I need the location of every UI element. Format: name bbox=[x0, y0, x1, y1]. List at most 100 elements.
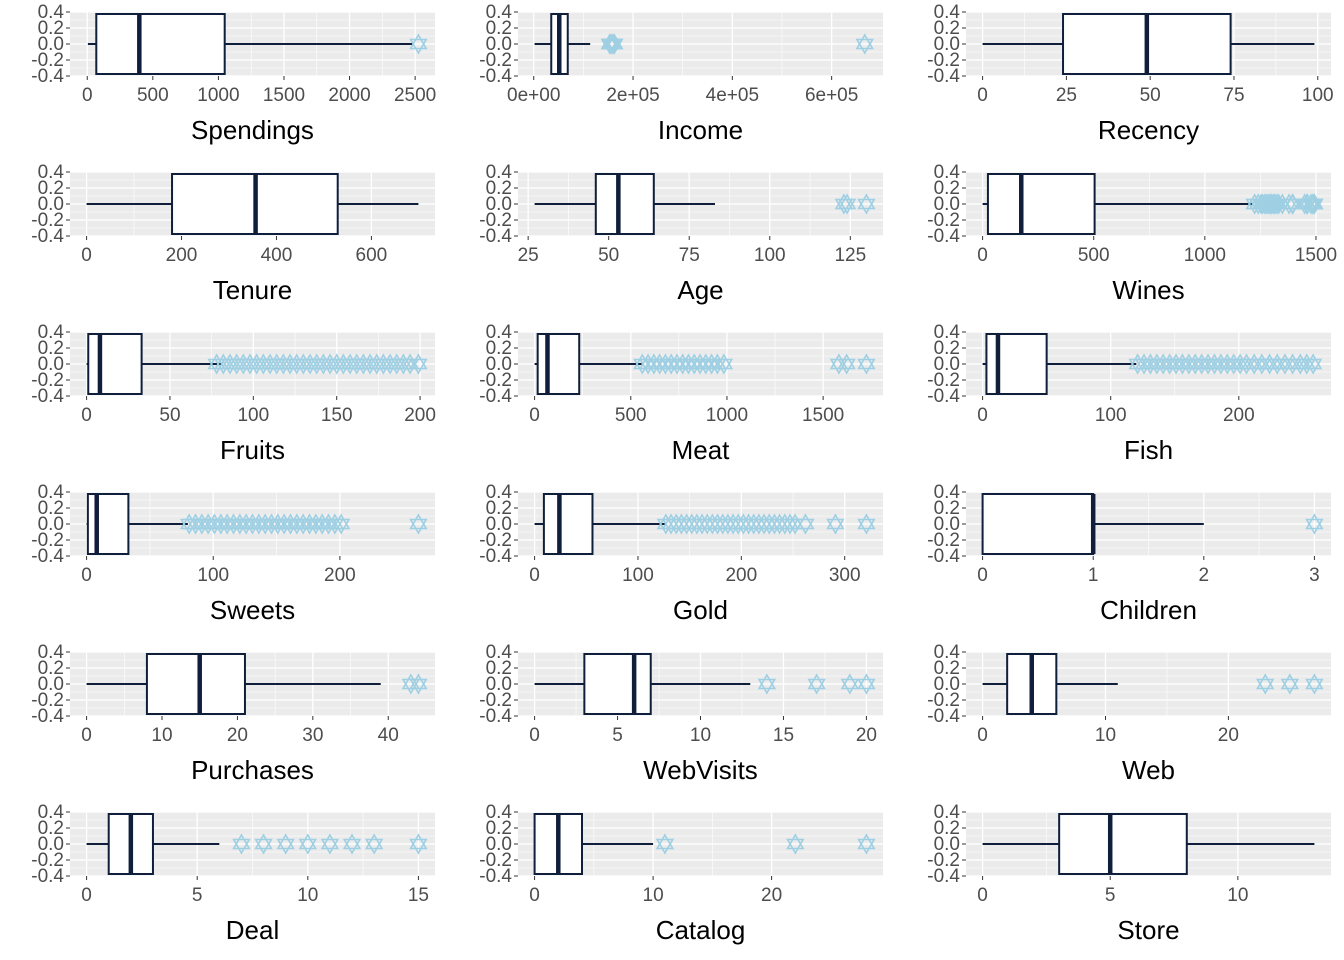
y-tick-label: 0.4 bbox=[934, 2, 961, 23]
y-tick-label: 0.2 bbox=[38, 498, 64, 519]
x-tick-label: 2000 bbox=[328, 85, 370, 106]
y-tick-label: 0.4 bbox=[934, 642, 961, 663]
x-axis-label: Gold bbox=[673, 595, 728, 625]
y-tick-label: -0.2 bbox=[31, 850, 64, 871]
x-axis-label: Wines bbox=[1112, 275, 1184, 305]
x-tick-label: 125 bbox=[834, 245, 866, 266]
panel-children: 0.40.20.0-0.2-0.4 0 1 2 3 Children bbox=[927, 482, 1331, 625]
x-tick-label: 0e+00 bbox=[507, 85, 560, 106]
y-tick-label: -0.4 bbox=[927, 546, 960, 567]
y-tick-label: -0.2 bbox=[31, 530, 64, 551]
x-tick-label: 150 bbox=[321, 405, 353, 426]
outlier-point bbox=[857, 833, 876, 855]
x-tick-label: 5 bbox=[612, 725, 623, 746]
y-tick-label: 0.4 bbox=[934, 162, 961, 183]
y-tick-label: 0.0 bbox=[486, 194, 512, 215]
outlier-point bbox=[1303, 353, 1323, 375]
y-tick-label: -0.2 bbox=[31, 370, 64, 391]
x-tick-label: 200 bbox=[324, 565, 356, 586]
y-tick-label: 0.4 bbox=[486, 482, 513, 503]
x-axis-label: Spendings bbox=[191, 115, 314, 145]
x-tick-label: 0 bbox=[977, 245, 988, 266]
outlier-point bbox=[409, 33, 428, 55]
outlier-point bbox=[1305, 193, 1324, 215]
y-tick-label: -0.4 bbox=[479, 866, 512, 887]
outlier-point bbox=[1256, 673, 1275, 695]
x-tick-label: 0 bbox=[81, 725, 92, 746]
x-tick-label: 40 bbox=[378, 725, 399, 746]
iqr-box bbox=[981, 493, 1095, 555]
x-axis-label: Fish bbox=[1124, 435, 1173, 465]
y-tick-label: 0.0 bbox=[486, 514, 512, 535]
y-tick-label: 0.4 bbox=[38, 482, 65, 503]
y-tick-label: -0.4 bbox=[479, 226, 512, 247]
y-tick-label: -0.4 bbox=[927, 706, 960, 727]
y-tick-label: 0.0 bbox=[934, 674, 960, 695]
panel-catalog: 0.40.20.0-0.2-0.4 0 10 20 Catalog bbox=[479, 802, 883, 945]
y-tick-label: 0.0 bbox=[486, 34, 512, 55]
x-tick-label: 400 bbox=[261, 245, 293, 266]
iqr-box bbox=[542, 493, 594, 555]
x-tick-label: 0 bbox=[977, 85, 988, 106]
y-tick-label: 0.4 bbox=[38, 642, 65, 663]
x-axis-label: WebVisits bbox=[643, 755, 758, 785]
panel-meat: 0.40.20.0-0.2-0.4 0 500 1000 1500 Meat bbox=[479, 322, 883, 465]
panel-store: 0.40.20.0-0.2-0.4 0 5 10 Store bbox=[927, 802, 1331, 945]
outlier-point bbox=[298, 833, 317, 855]
x-tick-label: 200 bbox=[404, 405, 436, 426]
outlier-point bbox=[837, 353, 856, 375]
x-tick-label: 10 bbox=[690, 725, 711, 746]
x-tick-label: 0 bbox=[977, 565, 988, 586]
panel-tenure: 0.40.20.0-0.2-0.4 0 200 400 600 Tenure bbox=[31, 162, 435, 305]
y-tick-label: -0.2 bbox=[927, 370, 960, 391]
y-tick-label: 0.2 bbox=[486, 178, 512, 199]
x-tick-label: 0 bbox=[81, 405, 92, 426]
outlier-point bbox=[1305, 673, 1324, 695]
x-tick-label: 100 bbox=[754, 245, 786, 266]
x-axis-label: Catalog bbox=[656, 915, 746, 945]
x-tick-label: 500 bbox=[137, 85, 169, 106]
x-tick-label: 1500 bbox=[1295, 245, 1337, 266]
outlier-point bbox=[807, 673, 826, 695]
y-tick-label: -0.2 bbox=[927, 50, 960, 71]
y-tick-label: -0.2 bbox=[31, 50, 64, 71]
x-tick-label: 500 bbox=[1078, 245, 1110, 266]
y-tick-label: 0.2 bbox=[38, 178, 64, 199]
outlier-point bbox=[1283, 193, 1303, 215]
x-axis-label: Sweets bbox=[210, 595, 295, 625]
panel-web: 0.40.20.0-0.2-0.4 0 10 20 Web bbox=[927, 642, 1331, 785]
y-tick-label: 0.4 bbox=[38, 2, 65, 23]
outlier-point bbox=[1280, 673, 1300, 695]
x-tick-label: 0 bbox=[529, 725, 540, 746]
x-tick-label: 0 bbox=[81, 885, 92, 906]
y-tick-label: 0.2 bbox=[486, 658, 512, 679]
panel-gold: 0.40.20.0-0.2-0.4 0 100 200 300 Gold bbox=[479, 482, 883, 625]
x-tick-label: 500 bbox=[615, 405, 647, 426]
x-axis-label: Tenure bbox=[213, 275, 293, 305]
outlier-point bbox=[714, 353, 734, 375]
y-tick-label: -0.4 bbox=[31, 706, 64, 727]
x-tick-label: 10 bbox=[151, 725, 172, 746]
y-tick-label: -0.4 bbox=[479, 546, 512, 567]
panel-wines: 0.40.20.0-0.2-0.4 0 500 1000 1500 Wines bbox=[927, 162, 1337, 305]
x-tick-label: 1000 bbox=[197, 85, 239, 106]
x-tick-label: 0 bbox=[977, 405, 988, 426]
y-tick-label: 0.0 bbox=[38, 514, 64, 535]
y-tick-label: 0.0 bbox=[934, 34, 960, 55]
y-tick-label: 0.4 bbox=[934, 802, 961, 823]
x-axis-label: Meat bbox=[672, 435, 731, 465]
x-tick-label: 25 bbox=[1056, 85, 1077, 106]
outlier-point bbox=[276, 833, 295, 855]
outlier-point bbox=[409, 833, 428, 855]
y-tick-label: -0.4 bbox=[479, 386, 512, 407]
panel-recency: 0.40.20.0-0.2-0.4 0 25 50 75 100 Recency bbox=[927, 2, 1333, 145]
y-tick-label: -0.4 bbox=[31, 386, 64, 407]
x-tick-label: 30 bbox=[302, 725, 323, 746]
y-tick-label: 0.4 bbox=[38, 162, 65, 183]
y-tick-label: -0.2 bbox=[927, 210, 960, 231]
x-tick-label: 15 bbox=[408, 885, 429, 906]
x-tick-label: 75 bbox=[679, 245, 700, 266]
panel-age: 0.40.20.0-0.2-0.4 25 50 75 100 125 Age bbox=[479, 162, 883, 305]
x-tick-label: 200 bbox=[166, 245, 198, 266]
y-tick-label: -0.4 bbox=[927, 866, 960, 887]
